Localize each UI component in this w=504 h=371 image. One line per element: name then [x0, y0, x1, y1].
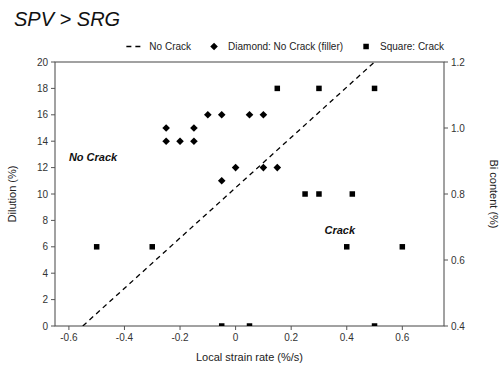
- legend-label: Diamond: No Crack (filler): [228, 41, 343, 52]
- legend: No Crack Diamond: No Crack (filler) Square…: [126, 41, 445, 52]
- point: [232, 164, 240, 172]
- x-tick-label: 0: [233, 332, 239, 343]
- legend-item: Diamond: No Crack (filler): [210, 41, 343, 52]
- point: [273, 164, 281, 172]
- point: [246, 111, 254, 119]
- point: [400, 244, 406, 250]
- y-tick: [51, 194, 55, 195]
- point: [94, 244, 100, 250]
- y-tick-label: 20: [37, 57, 49, 68]
- point: [190, 124, 198, 132]
- point: [275, 86, 281, 92]
- y-tick-label: 2: [42, 294, 48, 305]
- point: [219, 323, 225, 326]
- legend-label: No Crack: [149, 41, 192, 52]
- y-tick: [51, 141, 55, 142]
- legend-swatch: [363, 44, 369, 50]
- y2-tick-label: 0.6: [451, 255, 465, 266]
- point: [162, 124, 170, 132]
- x-tick: [68, 326, 69, 330]
- y-tick: [51, 167, 55, 168]
- y-tick: [51, 62, 55, 63]
- y-tick: [51, 299, 55, 300]
- y-tick-label: 8: [42, 215, 48, 226]
- point: [176, 137, 184, 145]
- point: [350, 191, 356, 197]
- y-tick-label: 0: [42, 321, 48, 332]
- x-tick-label: -0.4: [116, 332, 134, 343]
- y-tick: [51, 326, 55, 327]
- point: [372, 323, 378, 326]
- y2-tick: [444, 62, 448, 63]
- legend-swatch: [210, 43, 218, 51]
- boundary-line: [83, 62, 375, 326]
- y2-tick-label: 0.8: [451, 189, 465, 200]
- y-tick: [51, 114, 55, 115]
- point: [162, 137, 170, 145]
- x-tick: [346, 326, 347, 330]
- y-tick-label: 6: [42, 241, 48, 252]
- marks: [83, 62, 405, 326]
- y-tick-label: 14: [37, 136, 49, 147]
- y-tick: [51, 220, 55, 221]
- y-tick: [51, 88, 55, 89]
- y-tick-label: 10: [37, 189, 49, 200]
- y2-tick: [444, 326, 448, 327]
- x-tick: [291, 326, 292, 330]
- point: [218, 177, 226, 185]
- x-axis-label: Local strain rate (%/s): [196, 351, 303, 363]
- point: [204, 111, 212, 119]
- y-tick-label: 16: [37, 109, 49, 120]
- y-tick-label: 18: [37, 83, 49, 94]
- point: [316, 86, 322, 92]
- y2-tick: [444, 260, 448, 261]
- y-axis-label: Dilution (%): [6, 166, 18, 223]
- x-tick: [235, 326, 236, 330]
- legend-swatch: [126, 46, 144, 47]
- point: [260, 111, 268, 119]
- point: [218, 111, 226, 119]
- axes: -0.6 -0.4 -0.2 0 0.2 0.4 0.6 0 2 4 6 8 10 12 14 16 18 20 0…: [37, 57, 465, 344]
- point: [316, 191, 322, 197]
- point: [260, 164, 268, 172]
- x-tick-label: 0.4: [340, 332, 354, 343]
- region-label: No Crack: [69, 151, 118, 163]
- x-tick-label: -0.6: [60, 332, 78, 343]
- y2-axis-label: Bi content (%): [488, 159, 500, 228]
- y-tick: [51, 273, 55, 274]
- x-tick-label: -0.2: [171, 332, 189, 343]
- plot-frame: [55, 62, 444, 326]
- point: [372, 86, 378, 92]
- point: [150, 244, 156, 250]
- legend-item: No Crack: [126, 41, 192, 52]
- title: SPV > SRG: [14, 8, 120, 30]
- y2-tick: [444, 128, 448, 129]
- y-tick: [51, 246, 55, 247]
- x-tick: [180, 326, 181, 330]
- y2-tick-label: 0.4: [451, 321, 465, 332]
- x-tick-label: 0.2: [284, 332, 298, 343]
- y2-tick-label: 1.2: [451, 57, 465, 68]
- point: [190, 137, 198, 145]
- x-tick-label: 0.6: [395, 332, 409, 343]
- y-tick-label: 4: [42, 268, 48, 279]
- point: [344, 244, 350, 250]
- chart: -0.6 -0.4 -0.2 0 0.2 0.4 0.6 0 2 4 6 8 10 12 14 16 18 20 0…: [0, 0, 504, 371]
- region-label: Crack: [325, 224, 356, 236]
- y-tick-label: 12: [37, 162, 49, 173]
- y2-tick-label: 1.0: [451, 123, 465, 134]
- legend-label: Square: Crack: [380, 41, 445, 52]
- point: [247, 323, 253, 326]
- point: [302, 191, 308, 197]
- x-tick: [124, 326, 125, 330]
- y2-tick: [444, 194, 448, 195]
- legend-item: Square: Crack: [363, 41, 445, 52]
- x-tick: [402, 326, 403, 330]
